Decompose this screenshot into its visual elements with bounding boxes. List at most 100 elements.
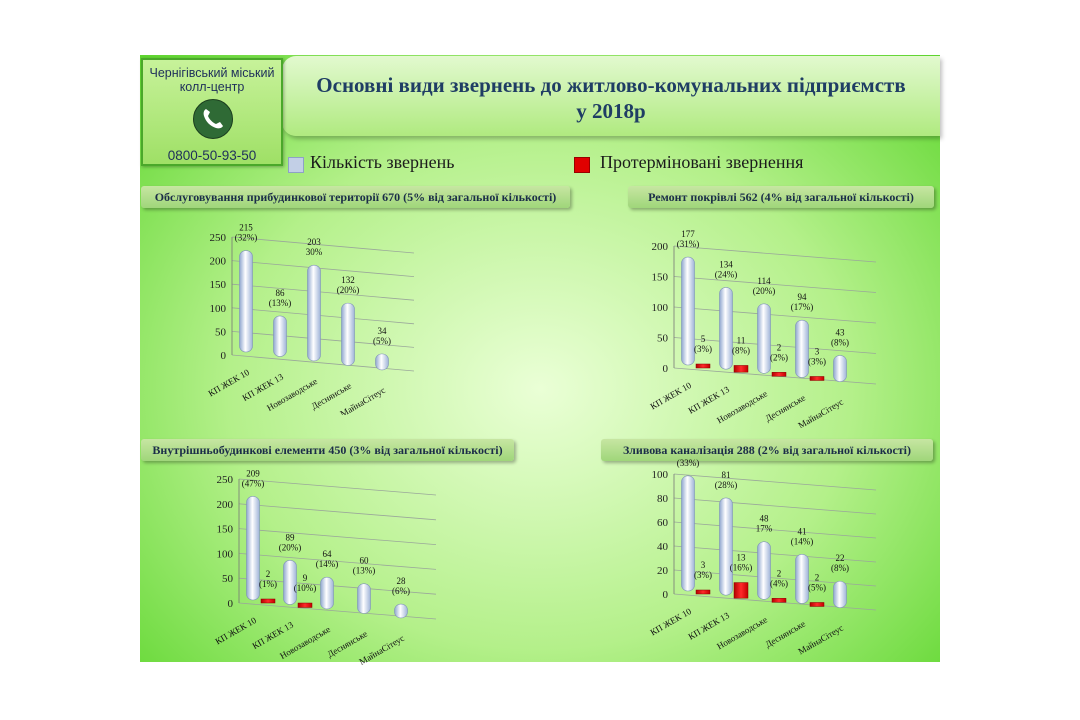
data-label-percent: (6%) xyxy=(392,586,410,596)
gridline xyxy=(231,283,415,301)
gridline xyxy=(673,473,877,491)
bar-overdue xyxy=(297,602,313,608)
title-line-1: Основні види звернень до житлово-комунал… xyxy=(316,73,906,97)
data-label-percent: (20%) xyxy=(279,542,302,552)
data-label-value: 215 xyxy=(239,223,253,233)
bar-count xyxy=(394,603,408,619)
chart-4: 02040608010096(33%)3(3%)КП ЖЕК 1081(28%)… xyxy=(649,458,877,657)
chart-2-title: Ремонт покрівлі 562 (4% від загальної кі… xyxy=(628,186,934,208)
gridline xyxy=(673,337,877,354)
gridline xyxy=(231,331,415,348)
phone-icon xyxy=(193,99,233,139)
data-label-value: 2 xyxy=(777,568,782,578)
bar-overdue xyxy=(695,589,711,595)
data-label-value: 114 xyxy=(757,276,771,286)
y-tick-label: 200 xyxy=(217,499,234,511)
data-label-percent: (3%) xyxy=(694,570,712,580)
y-tick-label: 150 xyxy=(652,272,669,284)
data-label-value: 48 xyxy=(760,514,770,524)
data-label-value: 2 xyxy=(815,572,820,582)
bar-count xyxy=(375,353,389,371)
bar-overdue xyxy=(809,376,825,381)
data-label-value: 3 xyxy=(701,560,706,570)
y-tick-label: 50 xyxy=(657,333,669,345)
data-label-percent: (14%) xyxy=(791,536,814,546)
data-label-percent: (8%) xyxy=(732,345,750,355)
bar-count xyxy=(795,319,809,378)
data-label-value: 3 xyxy=(815,346,820,356)
bar-count xyxy=(795,553,809,604)
data-label-percent: 17% xyxy=(756,524,773,534)
bar-overdue xyxy=(733,582,749,599)
page-title: Основні види звернень до житлово-комунал… xyxy=(282,72,940,124)
data-label-value: 34 xyxy=(378,326,388,336)
data-label-value: 28 xyxy=(397,576,407,586)
data-label-percent: (47%) xyxy=(242,478,265,488)
legend-swatch-overdue xyxy=(574,157,590,173)
bar-count xyxy=(681,475,695,592)
y-tick-label: 100 xyxy=(652,302,669,314)
y-tick-label: 50 xyxy=(215,326,227,338)
y-tick-label: 150 xyxy=(217,524,234,536)
gridline xyxy=(673,245,877,263)
data-label-percent: (28%) xyxy=(715,480,738,490)
gridline xyxy=(238,553,437,570)
call-center-logo: Чернігівський міський колл-центр 0800-50… xyxy=(141,58,283,166)
gridline xyxy=(673,521,877,539)
data-label-percent: (17%) xyxy=(791,302,814,312)
data-label-value: 9 xyxy=(303,573,308,583)
gridline xyxy=(238,528,437,545)
bar-count xyxy=(757,541,771,600)
y-tick-label: 60 xyxy=(657,517,669,529)
data-label-percent: (3%) xyxy=(808,356,826,366)
data-label-percent: (32%) xyxy=(235,233,258,243)
data-label-percent: (10%) xyxy=(294,583,317,593)
legend-swatch-count xyxy=(288,157,304,173)
gridline xyxy=(238,503,437,521)
data-label-percent: (5%) xyxy=(373,336,391,346)
data-label-value: 89 xyxy=(286,532,296,542)
bar-count xyxy=(833,355,847,382)
y-tick-label: 100 xyxy=(652,469,669,481)
data-label-percent: (16%) xyxy=(730,563,753,573)
data-label-percent: (1%) xyxy=(259,579,277,589)
logo-line-1: Чернігівський міський xyxy=(149,66,275,80)
data-label-percent: (33%) xyxy=(677,458,700,468)
bar-overdue xyxy=(695,363,711,369)
data-label-percent: (13%) xyxy=(269,298,292,308)
data-label-percent: (31%) xyxy=(677,239,700,249)
bar-count xyxy=(719,497,733,596)
y-tick-label: 0 xyxy=(228,598,234,610)
data-label-value: 11 xyxy=(737,335,746,345)
bar-count xyxy=(320,576,334,610)
logo-line-2: колл-центр xyxy=(179,80,245,94)
data-label-percent: (4%) xyxy=(770,578,788,588)
chart-3-title: Внутрішньобудинкові елементи 450 (3% від… xyxy=(141,439,514,461)
chart-4-title: Зливова каналізація 288 (2% від загально… xyxy=(601,439,933,461)
bar-count xyxy=(283,560,297,605)
bar-overdue xyxy=(260,598,276,604)
data-label-value: 43 xyxy=(836,327,846,337)
data-label-value: 2 xyxy=(777,342,782,352)
bar-count xyxy=(341,302,355,366)
data-label-value: 22 xyxy=(836,553,845,563)
y-tick-label: 40 xyxy=(657,541,669,553)
y-tick-label: 20 xyxy=(657,565,669,577)
gridline xyxy=(231,307,415,325)
bar-count xyxy=(246,496,260,601)
data-label-value: 203 xyxy=(307,237,321,247)
gridline xyxy=(231,260,415,277)
data-label-percent: (24%) xyxy=(715,269,738,279)
legend-overdue: Протерміновані звернення xyxy=(600,152,804,172)
data-label-percent: (5%) xyxy=(808,582,826,592)
data-label-value: 81 xyxy=(722,470,731,480)
chart-1-title: Обслуговування прибудинкової території 6… xyxy=(141,186,570,208)
bar-count xyxy=(833,580,847,608)
data-label-percent: (8%) xyxy=(831,563,849,573)
data-label-percent: (13%) xyxy=(353,566,376,576)
data-label-percent: (8%) xyxy=(831,337,849,347)
data-label-value: 134 xyxy=(719,259,733,269)
data-label-value: 60 xyxy=(360,556,370,566)
